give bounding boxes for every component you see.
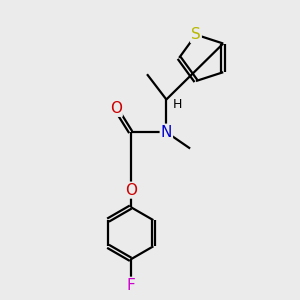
Text: S: S bbox=[191, 27, 201, 42]
Text: O: O bbox=[125, 183, 137, 198]
Text: N: N bbox=[161, 125, 172, 140]
Text: O: O bbox=[110, 101, 122, 116]
Text: F: F bbox=[126, 278, 135, 293]
Text: H: H bbox=[173, 98, 182, 111]
